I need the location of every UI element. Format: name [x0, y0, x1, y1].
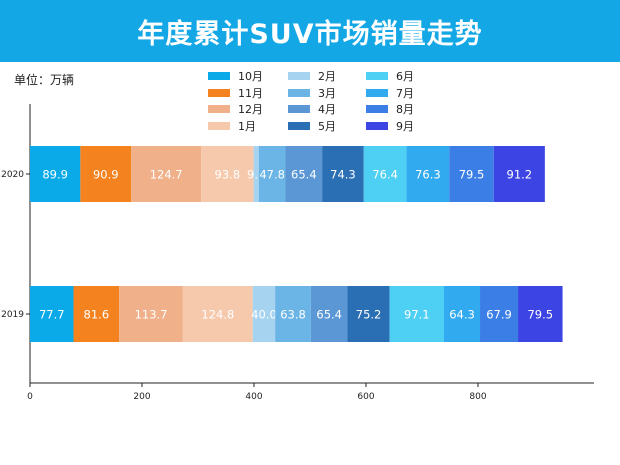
- bar-2019-1月: [182, 286, 253, 342]
- chart-legend: 10月 11月 12月 1月 2月 3月 4月 5月 6月 7月 8月 9月: [208, 68, 448, 134]
- bar-2020-1月: [201, 146, 254, 202]
- data-label: 47.8: [259, 168, 285, 182]
- data-label: 124.7: [150, 168, 183, 182]
- bar-2019-9月: [518, 286, 563, 342]
- legend-swatch: [208, 121, 230, 130]
- legend-label: 7月: [396, 86, 414, 100]
- unit-label: 单位：万辆: [14, 73, 75, 87]
- data-label: 91.2: [507, 168, 533, 182]
- legend-label: 9月: [396, 119, 414, 133]
- bar-2019-6月: [389, 286, 445, 342]
- legend-item: 2月: [288, 68, 336, 84]
- legend-swatch: [208, 88, 230, 97]
- chart-title: 年度累计SUV市场销量走势: [137, 18, 483, 50]
- data-label: 89.9: [42, 168, 68, 182]
- legend-item: 6月: [366, 68, 414, 84]
- legend-swatch: [366, 121, 388, 130]
- x-tick-label: 600: [357, 392, 374, 402]
- data-label: 76.4: [372, 168, 398, 182]
- legend-item: 10月: [208, 68, 263, 84]
- legend-label: 8月: [396, 103, 414, 116]
- legend-item: 7月: [366, 85, 414, 101]
- bar-2019-3月: [275, 286, 311, 342]
- legend-swatch: [288, 121, 310, 130]
- legend-swatch: [288, 105, 310, 113]
- legend-label: 12月: [238, 103, 263, 116]
- bar-2020-9月: [493, 146, 545, 202]
- legend-item: 3月: [288, 85, 336, 101]
- data-label: 75.2: [356, 308, 382, 322]
- legend-label: 6月: [396, 70, 414, 83]
- legend-item: 9月: [366, 118, 414, 134]
- legend-item: 1月: [208, 118, 256, 134]
- bar-2020-12月: [131, 146, 202, 202]
- bar-2019-2月: [252, 286, 276, 342]
- legend-swatch: [366, 72, 388, 80]
- title-banner: 年度累计SUV市场销量走势: [0, 0, 620, 62]
- legend-item: 12月: [208, 101, 263, 117]
- legend-item: 4月: [288, 101, 336, 117]
- x-tick-label: 0: [27, 392, 33, 402]
- legend-label: 5月: [318, 119, 336, 133]
- data-label: 113.7: [135, 308, 168, 322]
- data-label: 76.3: [415, 168, 441, 182]
- legend-swatch: [366, 88, 388, 97]
- data-label: 63.8: [280, 308, 306, 322]
- legend-label: 4月: [318, 103, 336, 116]
- y-tick-label-2020: 2020: [1, 170, 24, 180]
- data-label: 40.0: [251, 308, 277, 322]
- legend-item: 8月: [366, 101, 414, 117]
- legend-swatch: [366, 105, 388, 113]
- x-tick-label: 400: [245, 392, 262, 402]
- legend-item: 5月: [288, 118, 336, 134]
- legend-swatch: [288, 88, 310, 97]
- data-label: 81.6: [84, 308, 110, 322]
- data-label: 79.5: [459, 168, 485, 182]
- data-label: 65.4: [291, 168, 317, 182]
- bar-2020-2月: [253, 146, 259, 202]
- legend-swatch: [208, 105, 230, 113]
- data-label: 74.3: [330, 168, 356, 182]
- bar-2020-6月: [363, 146, 407, 202]
- bar-2019-8月: [480, 286, 519, 342]
- legend-label: 3月: [318, 86, 336, 100]
- data-label: 79.5: [527, 308, 553, 322]
- x-tick-label: 200: [133, 392, 150, 402]
- legend-label: 2月: [318, 70, 336, 83]
- bar-2020-10月: [30, 146, 81, 202]
- x-tick-label: 800: [469, 392, 486, 402]
- data-label: 67.9: [486, 308, 512, 322]
- legend-swatch: [208, 72, 230, 80]
- data-label: 64.3: [449, 308, 475, 322]
- data-label: 93.8: [215, 168, 241, 182]
- bar-2019-7月: [444, 286, 481, 342]
- bar-2020-8月: [449, 146, 494, 202]
- data-label: 124.8: [201, 308, 234, 322]
- legend-label: 11月: [238, 86, 263, 100]
- bar-2020-5月: [322, 146, 364, 202]
- bar-2020-3月: [258, 146, 286, 202]
- data-label: 77.7: [39, 308, 65, 322]
- bar-2020-7月: [406, 146, 450, 202]
- y-tick-label-2019: 2019: [1, 310, 24, 320]
- bar-2019-4月: [310, 286, 348, 342]
- bar-2019-5月: [347, 286, 390, 342]
- data-label: 65.4: [316, 308, 342, 322]
- bar-2019-12月: [119, 286, 183, 342]
- bar-2020-11月: [80, 146, 132, 202]
- data-label: 90.9: [93, 168, 119, 182]
- legend-item: 11月: [208, 85, 263, 101]
- legend-label: 10月: [238, 70, 263, 83]
- legend-swatch: [288, 72, 310, 80]
- bar-2019-10月: [30, 286, 74, 342]
- legend-label: 1月: [238, 119, 256, 133]
- bar-2019-11月: [73, 286, 120, 342]
- bar-2020-4月: [285, 146, 323, 202]
- data-label: 97.1: [404, 308, 430, 322]
